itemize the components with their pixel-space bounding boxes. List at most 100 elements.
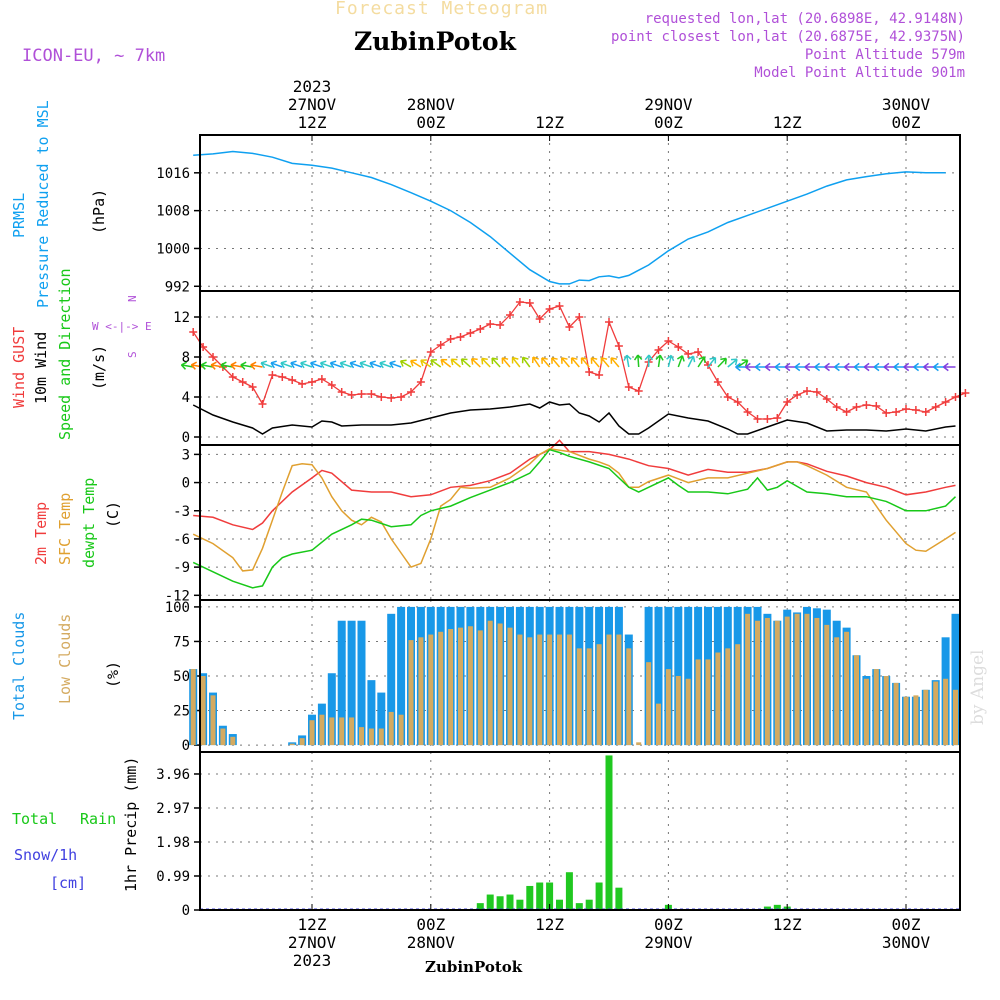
gust-marker bbox=[377, 393, 386, 401]
gust-marker bbox=[684, 350, 693, 358]
low-cloud-bar bbox=[774, 620, 780, 746]
low-cloud-bar bbox=[477, 630, 483, 746]
low-cloud-bar bbox=[814, 617, 820, 746]
precip-bar bbox=[516, 899, 524, 910]
precip-ytick-label: 0.99 bbox=[156, 869, 190, 885]
gust-marker bbox=[476, 325, 485, 333]
low-cloud-bar bbox=[784, 616, 790, 746]
bottom-time-label: 27NOV bbox=[288, 933, 337, 952]
precip-bar bbox=[476, 903, 484, 910]
wind-direction-arrow bbox=[737, 359, 749, 368]
wind-direction-arrow bbox=[707, 356, 717, 368]
low-cloud-bar bbox=[537, 634, 543, 746]
model-altitude: Model Point Altitude 901m bbox=[754, 65, 965, 81]
gust-marker bbox=[337, 388, 346, 396]
wind-direction-arrow bbox=[655, 354, 664, 368]
model-label: ICON-EU, ~ 7km bbox=[22, 46, 165, 66]
gust-marker bbox=[664, 337, 673, 345]
precip-bar bbox=[536, 882, 544, 910]
wind-direction-arrow bbox=[600, 357, 610, 368]
pressure-frame bbox=[199, 134, 961, 292]
gust-marker bbox=[822, 395, 831, 403]
gust-marker bbox=[753, 415, 762, 423]
low-clouds-label: Low Clouds bbox=[56, 614, 74, 704]
clouds-ytick-label: 100 bbox=[165, 600, 190, 616]
gust-marker bbox=[634, 387, 643, 395]
low-cloud-bar bbox=[735, 644, 741, 746]
low-cloud-bar bbox=[665, 669, 671, 746]
wind-direction-arrow bbox=[410, 359, 422, 368]
temp-2m-label: 2m Temp bbox=[32, 502, 50, 565]
precip-ytick-label: 0 bbox=[182, 903, 190, 919]
precip-bar bbox=[496, 896, 504, 910]
wind-ytick-label: 12 bbox=[173, 310, 190, 326]
wind-direction-arrow bbox=[501, 357, 511, 368]
temperature-ytick-label: -12 bbox=[165, 588, 190, 604]
gust-marker bbox=[713, 378, 722, 386]
wind-direction-arrow bbox=[230, 361, 243, 370]
low-cloud-bar bbox=[675, 676, 681, 746]
low-cloud-bar bbox=[220, 728, 226, 746]
gust-marker bbox=[862, 401, 871, 409]
low-cloud-bar bbox=[458, 627, 463, 746]
pressure-label-prmsl: PRMSL bbox=[10, 193, 28, 238]
gust-marker bbox=[812, 388, 821, 396]
low-cloud-bar bbox=[705, 659, 711, 746]
total-cloud-bar bbox=[327, 673, 336, 746]
gust-marker bbox=[902, 405, 910, 413]
low-cloud-bar bbox=[557, 634, 562, 746]
temp-dewpt-label: dewpt Temp bbox=[80, 478, 98, 568]
low-cloud-bar bbox=[487, 620, 493, 746]
low-cloud-bar bbox=[764, 617, 770, 746]
wind-direction-arrow bbox=[560, 357, 570, 368]
gust-marker bbox=[605, 318, 613, 326]
gust-marker bbox=[931, 403, 940, 411]
low-cloud-bar bbox=[368, 728, 374, 746]
low-cloud-bar bbox=[547, 634, 553, 746]
low-cloud-bar bbox=[913, 695, 919, 746]
gust-marker bbox=[347, 391, 356, 399]
compass-we: W <-|-> E bbox=[92, 320, 152, 333]
low-cloud-bar bbox=[418, 637, 424, 746]
low-cloud-bar bbox=[329, 717, 335, 746]
total-cloud-bar bbox=[357, 620, 366, 746]
wind-direction-arrow bbox=[450, 358, 461, 368]
temperature-ytick-label: -3 bbox=[173, 504, 190, 520]
gust-marker bbox=[595, 371, 604, 379]
bottom-time-label: 00Z bbox=[892, 915, 921, 934]
low-cloud-bar bbox=[576, 648, 582, 746]
wind-direction-arrow bbox=[319, 360, 333, 369]
wind-direction-arrow bbox=[329, 360, 342, 369]
low-cloud-bar bbox=[883, 676, 889, 746]
wind-direction-arrow bbox=[551, 357, 561, 368]
low-cloud-bar bbox=[497, 623, 503, 746]
wind-direction-arrow bbox=[250, 361, 263, 370]
gust-marker bbox=[238, 378, 247, 386]
gust-marker bbox=[614, 342, 623, 350]
bottom-time-label: 29NOV bbox=[644, 933, 693, 952]
low-cloud-bar bbox=[804, 613, 810, 746]
low-cloud-bar bbox=[893, 682, 899, 746]
bottom-time-label: 00Z bbox=[654, 915, 683, 934]
gust-marker bbox=[317, 375, 326, 383]
total-cloud-bar bbox=[654, 606, 663, 746]
temp-unit: (C) bbox=[104, 501, 122, 528]
precip-ytick-label: 2.97 bbox=[156, 801, 190, 817]
gust-marker bbox=[921, 408, 930, 416]
gust-marker bbox=[535, 315, 544, 323]
low-cloud-bar bbox=[299, 738, 305, 746]
low-cloud-bar bbox=[606, 634, 612, 746]
bottom-time-label: 30NOV bbox=[882, 933, 931, 952]
wind-direction-arrow bbox=[290, 360, 303, 369]
gust-marker bbox=[911, 406, 920, 414]
low-cloud-bar bbox=[398, 714, 404, 746]
temperature-ytick-label: 3 bbox=[182, 447, 190, 463]
low-cloud-bar bbox=[824, 624, 830, 746]
low-cloud-bar bbox=[636, 742, 642, 746]
precip-bar bbox=[526, 885, 534, 910]
wind-direction-arrow bbox=[697, 356, 706, 368]
wind-direction-arrow bbox=[309, 360, 323, 369]
gust-marker bbox=[941, 398, 950, 406]
wind-direction-arrow bbox=[210, 361, 224, 370]
